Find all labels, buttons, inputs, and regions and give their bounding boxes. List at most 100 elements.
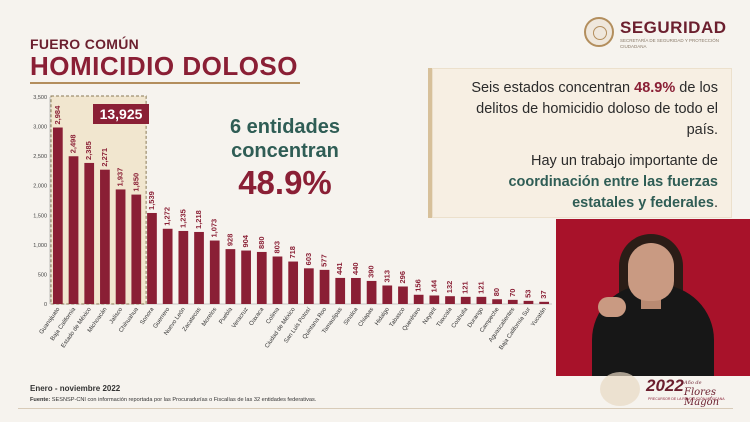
bar xyxy=(272,256,283,304)
bar-value-label: 2,498 xyxy=(69,134,78,153)
bar-value-label: 53 xyxy=(523,290,532,298)
year-name-text: Flores Magón xyxy=(684,387,720,408)
bar-value-label: 296 xyxy=(398,271,407,284)
y-tick-label: 1,500 xyxy=(33,213,47,219)
value-labels-group: 2,984 2,498 2,385 2,271 1,937 1,850 1,539 1,272… xyxy=(53,105,548,299)
bar-value-label: 80 xyxy=(492,288,501,296)
x-category-label: Yucatán xyxy=(530,307,547,328)
bar-value-label: 1,539 xyxy=(147,191,156,210)
y-tick-label: 500 xyxy=(38,272,47,278)
bar xyxy=(366,280,377,304)
bar xyxy=(319,269,330,304)
period-label: Enero - noviembre 2022 xyxy=(30,384,121,393)
bar-value-label: 803 xyxy=(272,241,281,254)
interpreter-hand xyxy=(598,297,626,317)
source-label: Fuente: xyxy=(30,397,51,403)
bar xyxy=(115,189,126,304)
bar xyxy=(288,261,299,304)
footer-divider xyxy=(18,408,733,409)
bar-value-label: 1,073 xyxy=(210,219,219,238)
y-tick-label: 2,500 xyxy=(33,154,47,160)
bar-value-label: 144 xyxy=(429,279,438,292)
top-six-highlight-box xyxy=(50,95,147,305)
bar xyxy=(398,286,408,304)
bar xyxy=(303,268,314,304)
top-six-total-badge: 13,925 xyxy=(93,104,149,124)
bar xyxy=(460,296,471,304)
sign-language-interpreter xyxy=(556,219,750,376)
source-text: SESNSP-CNI con información reportada por… xyxy=(50,397,317,403)
bar xyxy=(100,169,110,304)
bar-value-label: 156 xyxy=(414,279,423,292)
y-tick-label: 2,000 xyxy=(33,184,47,190)
eagle-seal-icon xyxy=(584,17,614,47)
info-text: Hay un trabajo importante de xyxy=(531,153,718,169)
year-logo-portrait-icon xyxy=(600,372,640,406)
bar-value-label: 577 xyxy=(320,254,329,267)
info-text: . xyxy=(713,195,718,211)
bar-value-label: 37 xyxy=(539,290,548,298)
bar-chart: 0 500 1,000 1,500 2,000 2,500 3,000 3,500 2,984… xyxy=(33,95,552,351)
bar-value-label: 1,272 xyxy=(163,207,172,226)
bar-value-label: 121 xyxy=(461,281,470,294)
bar xyxy=(413,294,424,304)
bar xyxy=(476,296,487,304)
center-note-percent: 48.9% xyxy=(238,164,332,201)
x-category-label: Puebla xyxy=(218,306,234,325)
info-paragraph-2: Hay un trabajo importante de coordinació… xyxy=(443,151,718,214)
bar xyxy=(492,299,502,304)
bars-group xyxy=(52,127,550,304)
year-logo: 2022 Año de Flores Magón PRECURSOR DE LA … xyxy=(646,376,736,408)
year-subtitle: PRECURSOR DE LA REVOLUCIÓN MEXICANA xyxy=(648,397,725,401)
x-category-label: Oaxaca xyxy=(249,306,266,327)
bar xyxy=(241,250,251,304)
bar xyxy=(225,249,236,304)
info-highlight-coordination: coordinación entre las fuerzas estatales… xyxy=(508,174,718,211)
bar xyxy=(539,301,550,304)
bar-value-label: 603 xyxy=(304,253,313,266)
bar xyxy=(68,156,79,304)
x-category-label: Morelos xyxy=(201,307,218,328)
bar-value-label: 70 xyxy=(508,289,517,297)
seguridad-logo: SEGURIDAD SECRETARÍA DE SEGURIDAD Y PROT… xyxy=(584,17,734,51)
bar-value-label: 132 xyxy=(445,281,454,294)
bar-value-label: 1,850 xyxy=(131,173,140,192)
bar xyxy=(382,285,393,304)
center-note-line1: 6 entidades xyxy=(229,116,341,138)
logo-subtitle: SECRETARÍA DE SEGURIDAD Y PROTECCIÓN CIU… xyxy=(620,38,720,49)
bar xyxy=(194,231,204,304)
bar xyxy=(256,251,267,304)
y-tick-label: 1,000 xyxy=(33,243,47,249)
y-tick-label: 3,000 xyxy=(33,125,47,131)
bar xyxy=(162,228,173,304)
y-tick-label: 3,500 xyxy=(33,95,47,101)
section-kicker: FUERO COMÚN xyxy=(30,36,140,52)
bar-value-label: 1,235 xyxy=(178,209,187,228)
bar-value-label: 904 xyxy=(241,234,250,247)
x-category-label: Chiapas xyxy=(358,307,376,328)
bar xyxy=(178,230,189,304)
bar xyxy=(335,277,346,304)
logo-wordmark: SEGURIDAD xyxy=(620,18,727,37)
bar xyxy=(507,299,518,304)
bar xyxy=(131,194,142,304)
bar xyxy=(429,295,440,304)
bar-value-label: 2,984 xyxy=(53,105,62,125)
x-category-label: Jalisco xyxy=(109,306,125,325)
bar xyxy=(52,127,63,304)
bar-value-label: 928 xyxy=(225,234,234,247)
bar-value-label: 313 xyxy=(382,270,391,283)
x-category-label: Baja California Sur xyxy=(498,307,532,351)
center-note: 6 entidades concentran 48.9% xyxy=(210,115,360,203)
info-text: de los delitos de homicidio doloso de to… xyxy=(476,80,718,138)
page-title: HOMICIDIO DOLOSO xyxy=(30,51,298,81)
bar-value-label: 2,271 xyxy=(100,148,109,167)
bar-value-label: 440 xyxy=(351,262,360,275)
title-underline xyxy=(30,82,300,84)
bar-value-label: 390 xyxy=(367,265,376,278)
y-tick-label: 0 xyxy=(44,302,47,308)
bar xyxy=(523,300,534,304)
x-category-label: Colima xyxy=(265,306,281,325)
bar-value-label: 880 xyxy=(257,236,266,249)
